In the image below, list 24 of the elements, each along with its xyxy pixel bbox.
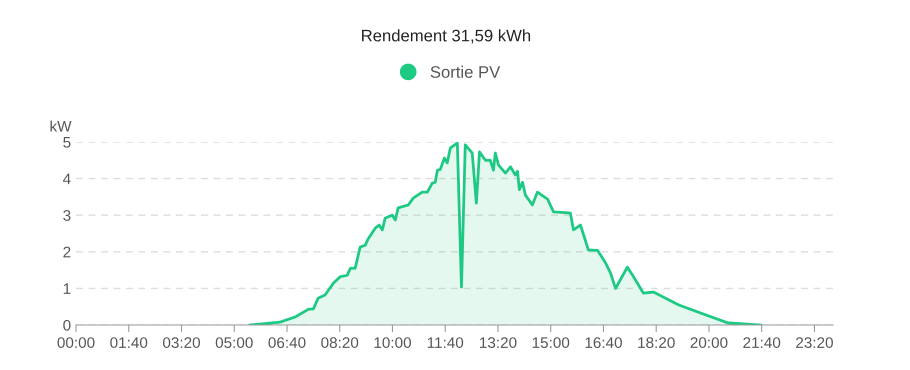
y-tick-label: 3 xyxy=(63,210,70,221)
chart-title: Rendement 31,59 kWh xyxy=(362,29,530,44)
y-tick-label: 2 xyxy=(63,246,70,258)
x-tick-label: 00:00 xyxy=(57,337,95,348)
x-tick-label: 05:00 xyxy=(216,337,253,348)
x-tick-label: 23:20 xyxy=(796,337,833,348)
y-axis-title: kW xyxy=(50,120,72,132)
x-tick-label: 10:00 xyxy=(374,337,411,348)
x-tick-label: 13:20 xyxy=(480,337,516,348)
x-tick-label: 11:40 xyxy=(428,337,464,348)
x-tick-label: 01:40 xyxy=(110,337,148,348)
x-tick-label: 18:20 xyxy=(638,337,675,348)
y-tick-label: 0 xyxy=(63,320,71,331)
x-tick-label: 20:00 xyxy=(690,337,728,348)
x-tick-label: 15:00 xyxy=(532,337,570,348)
x-tick-label: 08:20 xyxy=(321,337,358,348)
legend-label: Sortie PV xyxy=(430,66,500,78)
y-tick-label: 5 xyxy=(63,137,70,148)
y-tick-label: 1 xyxy=(64,283,70,294)
x-tick-label: 16:40 xyxy=(586,337,622,348)
x-tick-label: 06:40 xyxy=(268,337,306,348)
y-tick-label: 4 xyxy=(62,174,71,184)
x-tick-label: 03:20 xyxy=(162,337,200,348)
x-tick-label: 21:40 xyxy=(743,337,780,348)
